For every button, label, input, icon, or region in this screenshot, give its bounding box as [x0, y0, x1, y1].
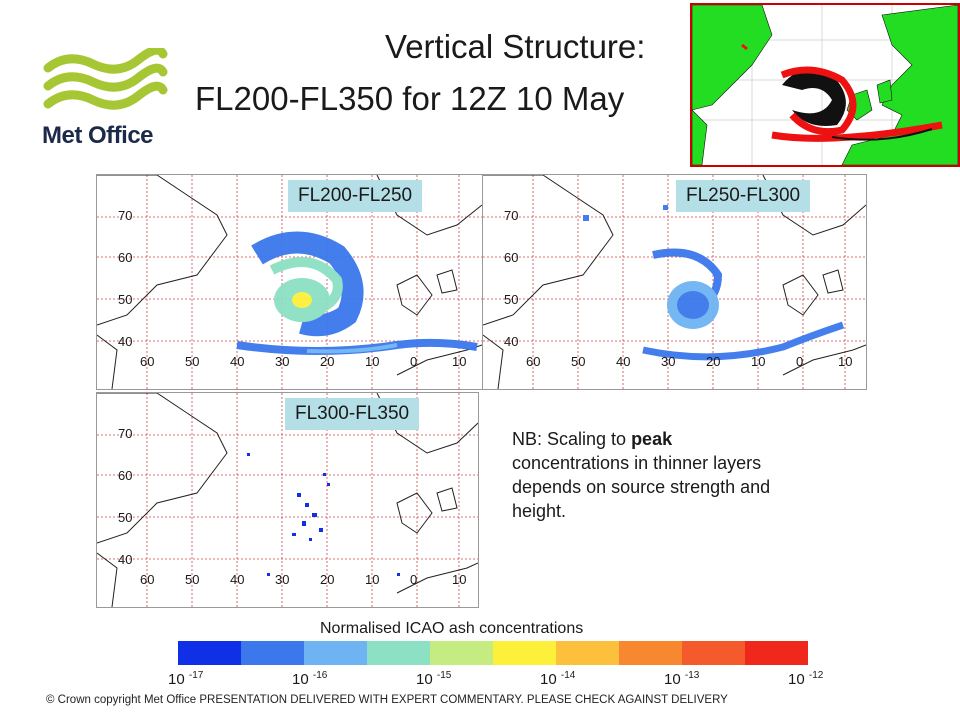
lon-tick-label: 0 [796, 354, 804, 369]
colorbar-swatch [493, 641, 556, 665]
colorbar-swatch [430, 641, 493, 665]
copyright-footer: © Crown copyright Met Office PRESENTATIO… [46, 694, 728, 706]
lat-tick-label: 60 [118, 468, 133, 483]
note-prefix: NB: Scaling to [512, 429, 632, 449]
panel-label-fl300-fl350: FL300-FL350 [285, 398, 420, 430]
lon-tick-label: 40 [616, 354, 631, 369]
lon-tick-label: 10 [452, 572, 467, 587]
colorbar-swatch [241, 641, 304, 665]
lon-tick-label: 50 [185, 354, 200, 369]
lat-tick-label: 70 [118, 208, 133, 223]
colorbar-swatch [367, 641, 430, 665]
lon-tick-label: 0 [410, 572, 418, 587]
lat-tick-label: 60 [504, 250, 519, 265]
lon-tick-label: 30 [275, 572, 290, 587]
note-bold: peak [631, 429, 673, 449]
lon-tick-label: 40 [230, 354, 245, 369]
lon-tick-label: 20 [320, 354, 335, 369]
colorbar-swatch [178, 641, 241, 665]
lat-tick-label: 40 [118, 334, 133, 349]
lon-tick-label: 50 [571, 354, 586, 369]
lat-tick-label: 70 [118, 426, 133, 441]
colorbar-tick: 10 -14 [540, 670, 576, 688]
panel-label-fl200-fl250: FL200-FL250 [288, 180, 423, 212]
lon-tick-label: 30 [661, 354, 676, 369]
met-office-logo [43, 48, 168, 110]
lon-tick-label: 10 [365, 572, 380, 587]
lat-tick-label: 40 [504, 334, 519, 349]
colorbar-swatch [682, 641, 745, 665]
lon-tick-label: 50 [185, 572, 200, 587]
lon-tick-label: 60 [140, 354, 155, 369]
colorbar [178, 641, 808, 665]
lon-tick-label: 10 [751, 354, 766, 369]
lon-tick-label: 10 [838, 354, 853, 369]
logo-wordmark: Met Office [42, 122, 154, 149]
lat-tick-label: 60 [118, 250, 133, 265]
lon-tick-label: 30 [275, 354, 290, 369]
lon-tick-label: 10 [365, 354, 380, 369]
colorbar-title: Normalised ICAO ash concentrations [320, 620, 584, 637]
colorbar-tick: 10 -16 [292, 670, 328, 688]
overview-map [690, 3, 960, 167]
note-suffix: concentrations in thinner layers depends… [512, 453, 771, 521]
lon-tick-label: 60 [140, 572, 155, 587]
lat-tick-label: 40 [118, 552, 133, 567]
slide-title-line1: Vertical Structure: [385, 28, 646, 65]
lat-tick-label: 70 [504, 208, 519, 223]
lon-tick-label: 10 [452, 354, 467, 369]
colorbar-swatch [556, 641, 619, 665]
scaling-note: NB: Scaling to peak concentrations in th… [512, 427, 792, 523]
lon-tick-label: 20 [706, 354, 721, 369]
colorbar-tick: 10 -15 [416, 670, 452, 688]
lat-tick-label: 50 [504, 292, 519, 307]
colorbar-tick: 10 -13 [664, 670, 700, 688]
colorbar-swatch [745, 641, 808, 665]
slide-title-line2: FL200-FL350 for 12Z 10 May [195, 80, 625, 117]
lon-tick-label: 0 [410, 354, 418, 369]
panel-label-fl250-fl300: FL250-FL300 [676, 180, 811, 212]
lon-tick-label: 20 [320, 572, 335, 587]
lat-tick-label: 50 [118, 510, 133, 525]
colorbar-swatch [619, 641, 682, 665]
lat-tick-label: 50 [118, 292, 133, 307]
lon-tick-label: 40 [230, 572, 245, 587]
colorbar-swatch [304, 641, 367, 665]
colorbar-tick: 10 -12 [788, 670, 824, 688]
colorbar-tick: 10 -17 [168, 670, 204, 688]
lon-tick-label: 60 [526, 354, 541, 369]
